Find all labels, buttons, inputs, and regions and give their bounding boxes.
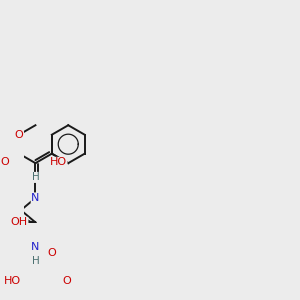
Text: N: N [31, 193, 40, 203]
Text: O: O [0, 157, 9, 167]
Text: O: O [62, 276, 71, 286]
Text: OH: OH [11, 218, 28, 227]
Text: N: N [31, 242, 40, 252]
Text: O: O [15, 130, 23, 140]
Text: O: O [47, 248, 56, 258]
Text: HO: HO [50, 158, 67, 167]
Text: HO: HO [4, 276, 21, 286]
Text: H: H [32, 172, 39, 182]
Text: H: H [32, 256, 39, 266]
